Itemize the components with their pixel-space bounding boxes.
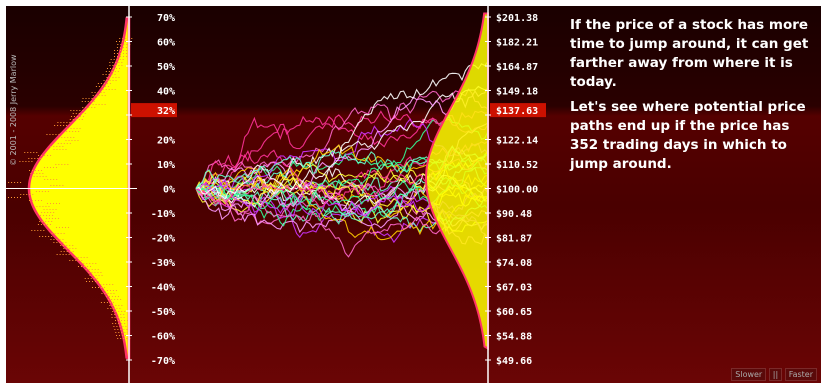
price-path-line — [195, 110, 489, 196]
price-tick-label: $100.00 — [496, 185, 538, 196]
percent-tick-label: -50% — [151, 307, 175, 318]
price-tick-label: $201.38 — [496, 13, 538, 24]
explanation-paragraph-1: If the price of a stock has more time to… — [570, 17, 809, 90]
percent-tick-label: -10% — [151, 209, 175, 220]
price-path-line — [195, 110, 489, 190]
copyright-group: © 2001 - 2008 Jerry Marlow — [9, 54, 18, 166]
price-tick-label: $122.14 — [496, 136, 538, 147]
percent-tick-label: 50% — [157, 62, 175, 73]
percent-axis: 32% 70% 60% 50% 40% 20% 10% 0% -10% -20% -30% -40% -… — [6, 6, 177, 383]
price-tick-label: $49.66 — [496, 356, 532, 367]
percent-tick-label: 0% — [163, 185, 175, 196]
price-tick-label: $67.03 — [496, 283, 532, 294]
price-tick-label: $60.65 — [496, 307, 532, 318]
percent-tick-label: -40% — [151, 283, 175, 294]
price-tick-label: $182.21 — [496, 38, 538, 49]
percent-tick-label: 20% — [157, 136, 175, 147]
price-tick-label: $110.52 — [496, 160, 538, 171]
price-tick-label: $90.48 — [496, 209, 532, 220]
price-tick-label: $149.18 — [496, 87, 538, 98]
price-path-chart: © 2001 - 2008 Jerry Marlow 32% 70% 60% 50% 4… — [6, 6, 546, 383]
price-path-line — [195, 188, 489, 258]
price-highlight-label: $137.63 — [496, 106, 538, 117]
copyright-text: © 2001 - 2008 Jerry Marlow — [9, 54, 18, 166]
percent-highlight-label: 32% — [157, 106, 175, 117]
explanation-panel: If the price of a stock has more time to… — [570, 16, 810, 180]
percent-tick-label: 40% — [157, 87, 175, 98]
simulation-stage: © 2001 - 2008 Jerry Marlow 32% 70% 60% 50% 4… — [6, 6, 821, 383]
price-tick-label: $81.87 — [496, 234, 532, 245]
price-tick-label: $74.08 — [496, 258, 532, 269]
speed-controls: Slower || Faster — [731, 368, 817, 381]
percent-tick-label: 60% — [157, 38, 175, 49]
price-tick-label: $54.88 — [496, 332, 532, 343]
price-distribution-curve — [424, 12, 489, 351]
faster-button[interactable]: Faster — [784, 368, 817, 381]
percent-tick-label: -30% — [151, 258, 175, 269]
percent-highlight-bar — [131, 103, 177, 118]
percent-tick-label: -70% — [151, 356, 175, 367]
price-axis: $137.63 $201.38 $182.21 $164.87 $149.18 $122.… — [485, 6, 546, 383]
slower-button[interactable]: Slower — [731, 368, 767, 381]
pause-button[interactable]: || — [768, 368, 783, 381]
percent-tick-label: -60% — [151, 332, 175, 343]
percent-tick-label: 70% — [157, 13, 175, 24]
price-path-line — [195, 61, 489, 200]
percent-tick-label: -20% — [151, 234, 175, 245]
explanation-paragraph-2: Let's see where potential price paths en… — [570, 99, 806, 172]
price-highlight-bar — [490, 103, 546, 118]
right-distribution — [424, 12, 489, 351]
price-path-line — [195, 88, 489, 189]
percent-tick-label: 10% — [157, 160, 175, 171]
price-tick-label: $164.87 — [496, 62, 538, 73]
